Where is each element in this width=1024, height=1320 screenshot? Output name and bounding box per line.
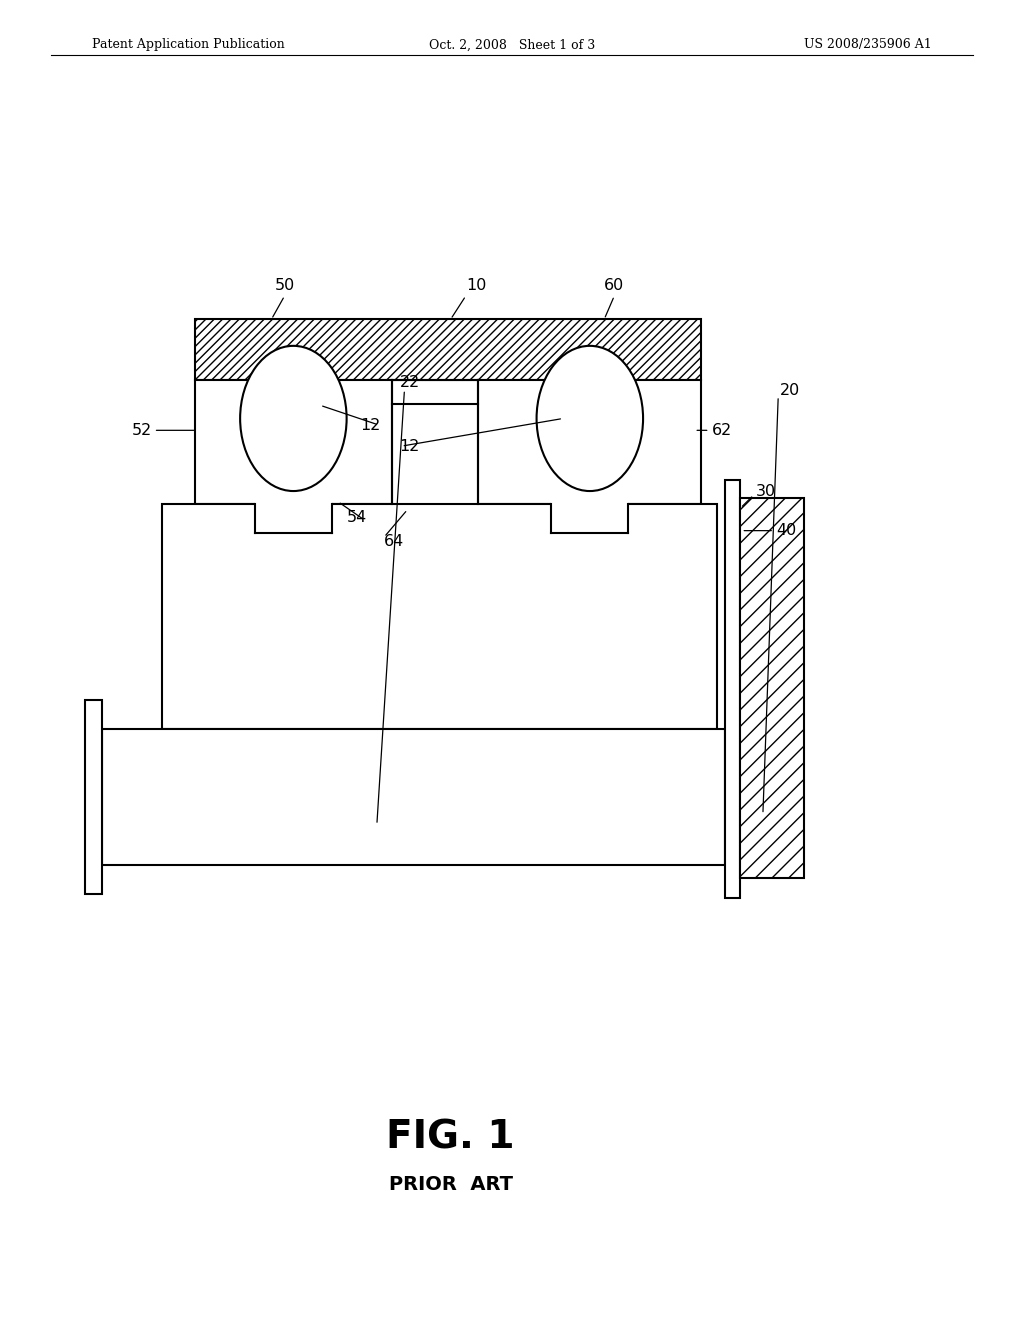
Text: 54: 54 bbox=[346, 510, 367, 525]
Bar bbox=[478, 380, 701, 504]
Bar bbox=[85, 700, 102, 894]
Text: 50: 50 bbox=[274, 279, 295, 293]
Text: PRIOR  ART: PRIOR ART bbox=[388, 1175, 513, 1193]
Text: FIG. 1: FIG. 1 bbox=[386, 1119, 515, 1156]
Text: US 2008/235906 A1: US 2008/235906 A1 bbox=[804, 38, 932, 51]
Text: 22: 22 bbox=[399, 375, 420, 391]
Bar bbox=[725, 480, 740, 898]
Text: 62: 62 bbox=[712, 422, 732, 438]
Bar bbox=[740, 498, 804, 878]
Text: Oct. 2, 2008   Sheet 1 of 3: Oct. 2, 2008 Sheet 1 of 3 bbox=[429, 38, 595, 51]
Bar bbox=[195, 319, 701, 380]
Bar bbox=[552, 500, 629, 533]
Ellipse shape bbox=[240, 346, 346, 491]
Text: 40: 40 bbox=[776, 523, 797, 539]
Text: Patent Application Publication: Patent Application Publication bbox=[92, 38, 285, 51]
Text: 12: 12 bbox=[360, 417, 381, 433]
Text: 10: 10 bbox=[466, 279, 486, 293]
Bar bbox=[102, 729, 725, 865]
Bar bbox=[162, 504, 717, 729]
Ellipse shape bbox=[537, 346, 643, 491]
Bar bbox=[255, 500, 332, 533]
Text: 30: 30 bbox=[756, 483, 776, 499]
Text: 52: 52 bbox=[131, 422, 152, 438]
Text: 20: 20 bbox=[780, 383, 801, 399]
Text: 12: 12 bbox=[399, 438, 420, 454]
Text: 64: 64 bbox=[384, 533, 404, 549]
Text: 60: 60 bbox=[604, 279, 625, 293]
Bar bbox=[195, 380, 392, 504]
